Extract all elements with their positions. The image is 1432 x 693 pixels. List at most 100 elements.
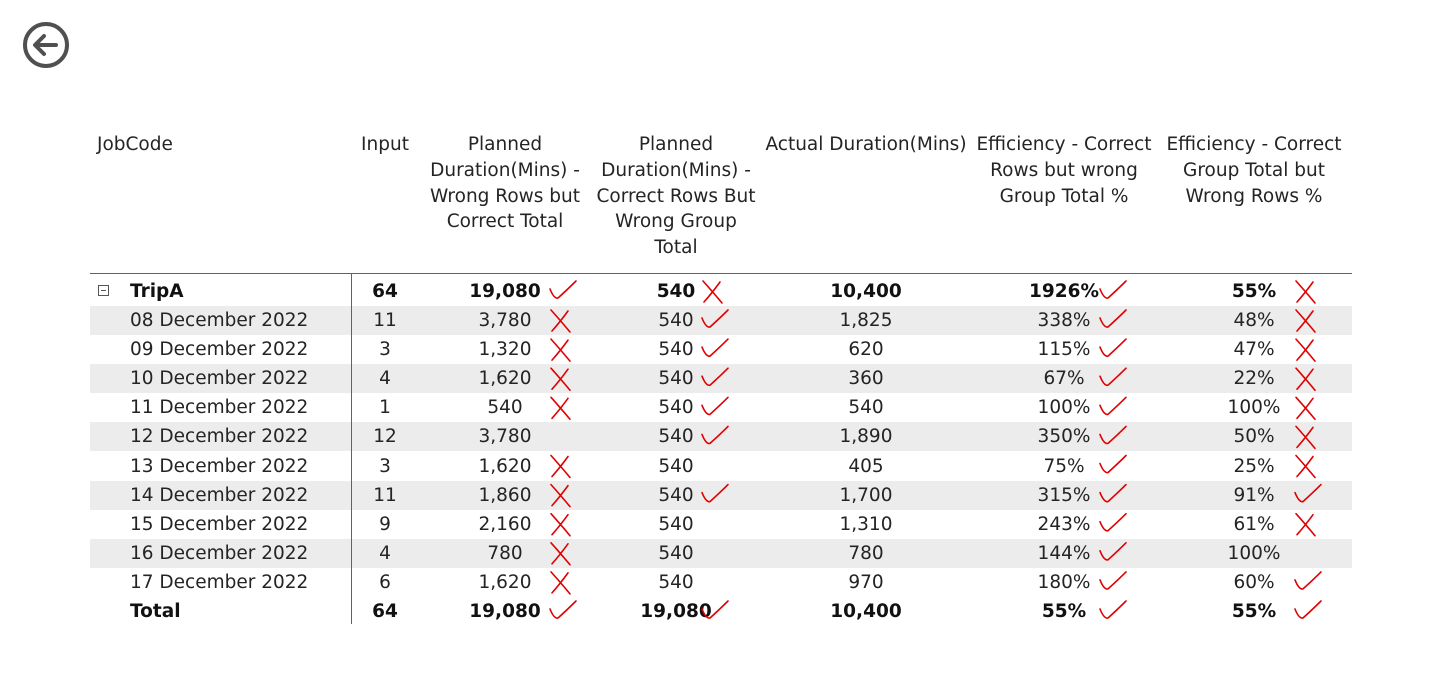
- table-row[interactable]: 15 December 2022 9 2,160 540 1,310 243% 61%: [90, 510, 1352, 539]
- table-row[interactable]: 12 December 2022 12 3,780 540 1,890 350% 50%: [90, 422, 1352, 452]
- cell-planned-correct-rows: 540: [658, 426, 694, 448]
- cell-planned-wrong-rows: 1,620: [478, 368, 532, 390]
- group-efficiency-correct-rows: 1926%: [1028, 281, 1100, 302]
- cell-input: 4: [379, 542, 391, 564]
- cell-efficiency-correct-rows: 67%: [1043, 368, 1085, 390]
- cell-input: 3: [379, 339, 391, 361]
- group-label: TripA: [130, 281, 184, 302]
- cell-efficiency-correct-rows: 115%: [1037, 339, 1091, 361]
- cell-input: 9: [379, 513, 391, 535]
- cell-planned-wrong-rows: 1,860: [478, 484, 532, 506]
- cell-efficiency-correct-group: 61%: [1233, 513, 1275, 535]
- table-row[interactable]: 10 December 2022 4 1,620 540 360 67% 22%: [90, 364, 1352, 394]
- cell-input: 4: [379, 368, 391, 390]
- cell-efficiency-correct-group: 47%: [1233, 339, 1275, 361]
- cell-efficiency-correct-group: 100%: [1227, 397, 1281, 419]
- cell-planned-wrong-rows: 1,620: [478, 455, 532, 477]
- cell-date: 14 December 2022: [130, 484, 309, 506]
- col-header-planned-wrong-rows[interactable]: Planned Duration(Mins) - Wrong Rows but …: [429, 134, 581, 233]
- cell-planned-correct-rows: 540: [658, 455, 694, 477]
- cell-planned-correct-rows: 540: [658, 368, 694, 390]
- total-input: 64: [372, 601, 398, 622]
- cell-date: 13 December 2022: [130, 455, 309, 477]
- cell-efficiency-correct-rows: 180%: [1037, 571, 1091, 593]
- col-header-jobcode[interactable]: JobCode: [97, 134, 173, 155]
- group-efficiency-correct-group: 55%: [1231, 281, 1277, 302]
- cell-actual-duration: 1,825: [839, 310, 893, 331]
- cell-efficiency-correct-rows: 350%: [1037, 426, 1091, 448]
- table-row[interactable]: 17 December 2022 6 1,620 540 970 180% 60%: [90, 568, 1352, 597]
- cell-efficiency-correct-rows: 338%: [1037, 310, 1091, 331]
- group-actual-duration: 10,400: [830, 281, 902, 302]
- cell-efficiency-correct-group: 91%: [1233, 484, 1275, 506]
- cell-date: 17 December 2022: [130, 571, 309, 593]
- total-label: Total: [130, 601, 181, 622]
- table-row[interactable]: 13 December 2022 3 1,620 540 405 75% 25%: [90, 452, 1352, 481]
- cell-actual-duration: 405: [848, 455, 884, 477]
- cell-input: 11: [373, 484, 397, 506]
- col-header-planned-correct-rows[interactable]: Planned Duration(Mins) - Correct Rows Bu…: [596, 134, 756, 259]
- cell-efficiency-correct-group: 22%: [1233, 368, 1275, 390]
- cell-planned-correct-rows: 540: [658, 339, 694, 361]
- cell-input: 6: [379, 571, 391, 593]
- back-button[interactable]: [20, 19, 72, 71]
- cell-planned-wrong-rows: 3,780: [478, 310, 532, 331]
- cell-actual-duration: 780: [848, 542, 884, 564]
- total-efficiency-correct-group: 55%: [1231, 601, 1277, 622]
- cell-planned-wrong-rows: 3,780: [478, 426, 532, 448]
- cell-planned-correct-rows: 540: [658, 397, 694, 419]
- cell-planned-wrong-rows: 540: [487, 397, 523, 419]
- col-header-efficiency-correct-rows[interactable]: Efficiency - Correct Rows but wrong Grou…: [976, 134, 1152, 207]
- cell-efficiency-correct-group: 60%: [1233, 571, 1275, 593]
- group-planned-wrong-rows: 19,080: [469, 281, 541, 302]
- cell-efficiency-correct-group: 25%: [1233, 455, 1275, 477]
- cell-planned-correct-rows: 540: [658, 571, 694, 593]
- table-row[interactable]: 14 December 2022 11 1,860 540 1,700 315% 91%: [90, 480, 1352, 510]
- col-header-efficiency-correct-group[interactable]: Efficiency - Correct Group Total but Wro…: [1166, 134, 1342, 207]
- table-row[interactable]: 16 December 2022 4 780 540 780 144% 100%: [90, 538, 1352, 568]
- arrow-left-circle-icon: [23, 22, 69, 68]
- total-planned-correct-rows: 19,080: [640, 601, 712, 622]
- group-planned-correct-rows: 540: [656, 281, 696, 302]
- total-efficiency-correct-rows: 55%: [1041, 601, 1087, 622]
- collapse-minus-icon[interactable]: [98, 285, 109, 296]
- row-header-separator: [351, 273, 352, 624]
- cell-efficiency-correct-rows: 100%: [1037, 397, 1091, 419]
- group-input: 64: [372, 281, 398, 302]
- cell-efficiency-correct-rows: 144%: [1037, 542, 1091, 564]
- cell-actual-duration: 540: [848, 397, 884, 419]
- cell-efficiency-correct-rows: 75%: [1043, 455, 1085, 477]
- col-header-input[interactable]: Input: [361, 134, 409, 155]
- cell-planned-wrong-rows: 780: [487, 542, 523, 564]
- cell-efficiency-correct-group: 48%: [1233, 310, 1275, 331]
- cell-date: 15 December 2022: [130, 513, 309, 535]
- cell-planned-correct-rows: 540: [658, 542, 694, 564]
- total-actual-duration: 10,400: [830, 601, 902, 622]
- table-row[interactable]: 08 December 2022 11 3,780 540 1,825 338% 48%: [90, 306, 1352, 335]
- cell-date: 12 December 2022: [130, 426, 309, 448]
- cell-actual-duration: 1,310: [839, 513, 893, 535]
- cell-input: 1: [379, 397, 391, 419]
- cell-planned-wrong-rows: 2,160: [478, 513, 532, 535]
- cell-efficiency-correct-rows: 243%: [1037, 513, 1091, 535]
- total-row: Total 64 19,080 19,080 10,400 55% 55%: [90, 597, 1352, 626]
- cell-actual-duration: 620: [848, 339, 884, 361]
- cell-date: 08 December 2022: [130, 310, 309, 331]
- table-row[interactable]: 09 December 2022 3 1,320 540 620 115% 47%: [90, 335, 1352, 364]
- cell-actual-duration: 360: [848, 368, 884, 390]
- cell-efficiency-correct-group: 100%: [1227, 542, 1281, 564]
- group-row-tripa[interactable]: TripA 64 19,080 540 10,400 1926% 55%: [90, 277, 1352, 306]
- cell-actual-duration: 1,890: [839, 426, 893, 448]
- header-separator: [90, 273, 1352, 274]
- table-row[interactable]: 11 December 2022 1 540 540 540 100% 100%: [90, 393, 1352, 422]
- cell-planned-wrong-rows: 1,620: [478, 571, 532, 593]
- cell-efficiency-correct-rows: 315%: [1037, 484, 1091, 506]
- cell-efficiency-correct-group: 50%: [1233, 426, 1275, 448]
- cell-input: 3: [379, 455, 391, 477]
- col-header-actual-duration[interactable]: Actual Duration(Mins): [765, 134, 967, 155]
- cell-planned-correct-rows: 540: [658, 310, 694, 331]
- cell-date: 11 December 2022: [130, 397, 309, 419]
- cell-planned-correct-rows: 540: [658, 513, 694, 535]
- cell-planned-correct-rows: 540: [658, 484, 694, 506]
- cell-actual-duration: 970: [848, 571, 884, 593]
